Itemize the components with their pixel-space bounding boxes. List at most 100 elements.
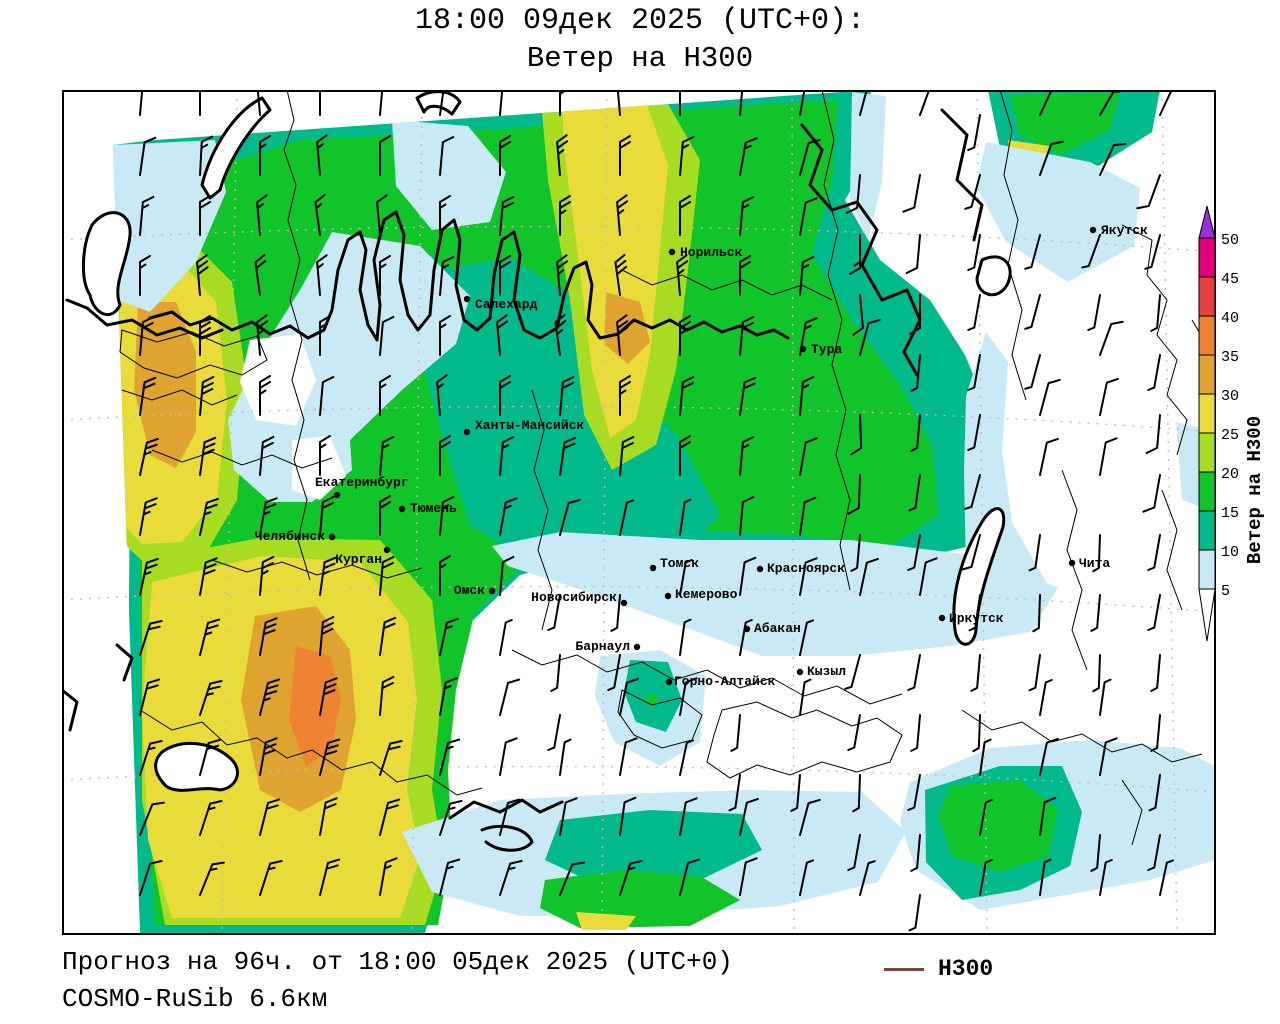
wind-barb [256,90,268,116]
wind-barb [1099,678,1112,716]
city-label: Новосибирск [531,590,617,605]
wind-barb [199,436,217,476]
legend-color-step [1198,549,1216,590]
wind-barb [550,654,561,692]
wind-barb [679,435,691,476]
wind-barb [199,738,221,776]
wind-barb [259,556,275,596]
wind-barb [379,436,395,476]
wind-barb [439,799,463,836]
colorbar-tick-label: 25 [1221,427,1239,444]
wind-barb [967,114,981,151]
wind-barb [199,799,223,836]
wind-barb [619,375,631,416]
wind-barb [1028,654,1041,692]
wind-barb [259,375,271,416]
wind-barb [739,196,755,236]
city-dot [398,505,406,513]
city-label: Курган [335,552,382,567]
colorbar-title: Ветер на H300 [1244,415,1266,565]
wind-barb [139,255,151,296]
wind-barb [970,654,981,692]
wind-barb [319,738,341,776]
wind-barb [1159,90,1187,116]
wind-barb [139,136,157,176]
city-label: Красноярск [767,561,845,576]
wind-barb [439,435,451,476]
wind-barb [847,714,861,751]
wind-barb [559,797,578,836]
city-label: Горно-Алтайск [674,674,776,689]
wind-barb [139,90,155,116]
colorbar-tick-label: 45 [1221,271,1239,288]
wind-barb [1136,174,1161,210]
wind-barb [852,774,861,813]
wind-barb [619,135,631,176]
city-dot [668,248,676,256]
wind-barb [967,354,981,391]
wind-barb [728,774,741,812]
wind-barb [799,496,817,536]
wind-barb [919,90,944,116]
wind-barb [679,559,693,596]
wind-barb [679,376,695,416]
wind-barb [790,774,801,812]
wind-barb [607,654,621,691]
wind-barb [614,253,628,296]
wind-barb [1144,234,1161,270]
wind-barb [859,318,881,356]
wind-barb [739,436,755,476]
h300-line-label: H300 [938,956,994,982]
wind-barb [139,437,159,476]
wind-barb [559,498,581,536]
colorbar-tick-label: 30 [1221,388,1239,405]
wind-barb [319,797,338,836]
wind-barb [139,557,159,596]
wind-barb [556,134,569,176]
wind-barb [616,90,629,116]
wind-barb [1147,594,1161,631]
wind-barb [919,557,938,596]
city-label: Челябинск [255,529,325,544]
legend-color-step [1198,510,1216,551]
wind-barb [199,497,219,536]
wind-barb [910,414,921,452]
wind-barb [139,859,163,896]
wind-barb [319,677,338,716]
wind-barb [496,314,509,356]
wind-barb [910,354,921,392]
legend-color-step [1198,315,1216,356]
wind-barb [199,195,211,236]
wind-barb [547,714,561,751]
wind-barb [316,254,328,296]
wind-barb [799,619,814,656]
wind-barb [679,858,701,896]
wind-barb [259,859,283,896]
wind-barb [859,557,879,596]
wind-barb [619,859,643,896]
wind-barb [259,737,278,776]
wind-barb [439,90,457,116]
wind-barb [439,617,459,656]
wind-barb [439,195,451,236]
white-sea-coast [81,211,132,317]
city-label: Абакан [754,621,801,636]
wind-barb [679,195,691,236]
wind-barb [1147,834,1161,871]
wind-barb [439,738,461,776]
wind-barb [379,495,391,536]
colorbar-tick-label: 40 [1221,310,1239,327]
wind-barb [1090,834,1101,872]
wind-barb [679,315,691,356]
city-dot [938,614,946,622]
wind-barb [256,194,268,236]
wind-barb [1087,294,1101,331]
wind-barb [499,619,513,656]
wind-barb [1024,294,1041,330]
wind-barb [379,135,391,176]
wind-barb [972,714,981,753]
city-dot [383,546,391,554]
lake-baikal [952,507,1006,646]
wind-barb [616,194,629,236]
